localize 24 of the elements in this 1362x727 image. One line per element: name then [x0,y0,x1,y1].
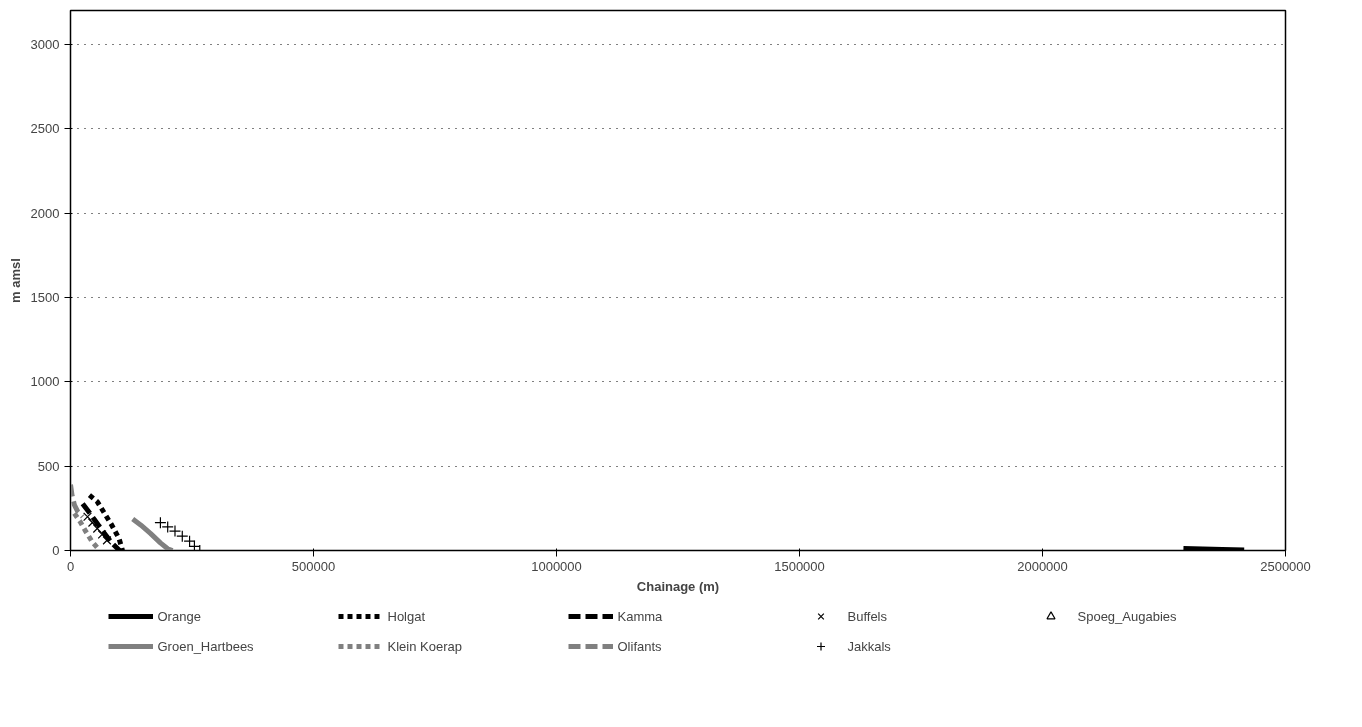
y-tick-label: 2500 [30,121,60,137]
x-axis-title: Chainage (m) [636,578,720,594]
legend-label: Holgat [387,608,427,624]
legend-label: Kamma [617,608,664,624]
y-tick-label: 1000 [30,374,60,390]
x-tick-label: 2500000 [1260,558,1311,574]
y-tick-label: 3000 [30,36,60,52]
y-tick-label: 0 [52,543,60,558]
x-tick-label: 1000000 [531,558,582,574]
legend-label: Klein Koerap [387,638,463,654]
legend-label: Orange [157,608,202,624]
legend-label: Groen_Hartbees [157,638,255,654]
y-tick-label: 500 [37,458,60,474]
legend-label: Jakkals [847,638,892,654]
y-axis-title: m amsl [7,258,23,303]
x-tick-label: 500000 [291,558,336,574]
y-tick-label: 1500 [30,289,60,305]
y-tick-label: 2000 [30,205,60,221]
legend-label: Spoeg_Augabies [1077,608,1178,624]
legend-label: Olifants [617,638,663,654]
x-tick-label: 1500000 [774,558,825,574]
legend-label: Buffels [847,608,888,624]
x-tick-label: 0 [66,558,75,574]
x-tick-label: 2000000 [1017,558,1068,574]
